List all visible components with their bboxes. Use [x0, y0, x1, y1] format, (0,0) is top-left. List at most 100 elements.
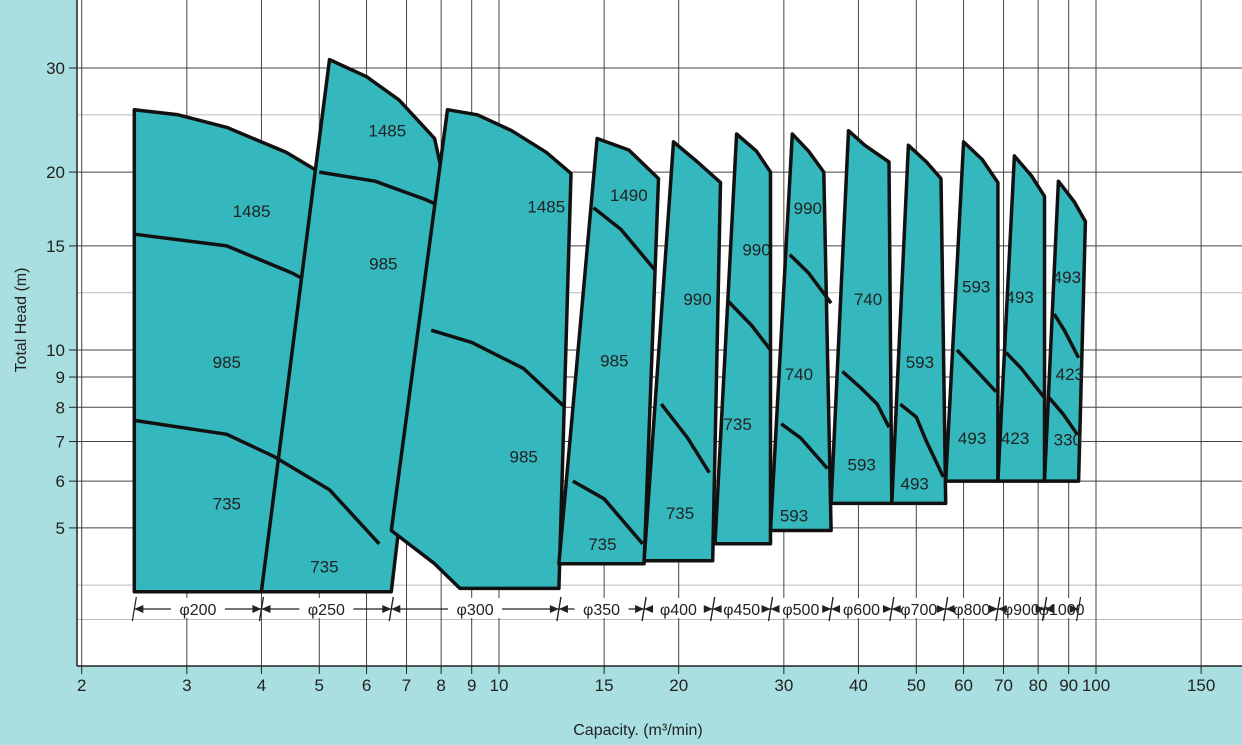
x-tick-label: 20: [669, 676, 688, 695]
x-tick-label: 5: [315, 676, 324, 695]
y-tick-label: 8: [56, 398, 65, 417]
span-label-bg: [299, 598, 354, 618]
span-arrow-right: [1035, 605, 1045, 613]
span-label-bg: [170, 598, 225, 618]
span-label: φ500: [782, 602, 819, 619]
rpm-label: 985: [600, 352, 628, 371]
speed-curve: [572, 479, 644, 545]
span-label-bg: [954, 598, 989, 618]
region-11: 493 423 330: [1042, 179, 1088, 483]
rpm-label: 985: [510, 448, 538, 467]
region-5: 990 735: [713, 132, 773, 546]
span-label-bg: [840, 598, 883, 618]
rpm-label: 990: [742, 240, 770, 259]
rpm-label: 735: [213, 494, 241, 513]
x-tick-label: 4: [257, 676, 266, 695]
rpm-label: 985: [369, 255, 397, 274]
region-area: [890, 143, 948, 506]
span-arrow-left: [997, 605, 1007, 613]
span-arrow-right: [382, 605, 392, 613]
span-separator: [131, 596, 137, 622]
region-area: [642, 140, 723, 563]
rpm-label: 735: [723, 415, 751, 434]
rpm-label: 593: [962, 278, 990, 297]
size-spans: φ200 φ250 φ300 φ350 φ400 φ450 φ500 φ600 φ700 φ800…: [131, 596, 1085, 622]
speed-curve: [592, 206, 656, 271]
span-8: φ700: [889, 596, 949, 622]
span-arrow-right: [761, 605, 771, 613]
x-tick-label: 40: [849, 676, 868, 695]
speed-curve: [659, 403, 711, 474]
span-label: φ1000: [1039, 602, 1085, 619]
x-tick-label: 60: [954, 676, 973, 695]
speed-curve: [319, 170, 442, 209]
x-tick-label: 70: [994, 676, 1013, 695]
region-8: 593 493: [890, 143, 948, 506]
speed-curve: [780, 422, 829, 470]
rpm-label: 423: [1056, 365, 1084, 384]
rpm-label: 985: [213, 353, 241, 372]
speed-curve: [273, 455, 381, 545]
region-area: [768, 132, 833, 533]
span-arrow-right: [936, 605, 946, 613]
span-separator: [258, 596, 265, 622]
y-tick-label: 30: [46, 59, 65, 78]
region-10: 493 423: [996, 154, 1047, 483]
x-tick-label: 7: [402, 676, 411, 695]
x-tick-label: 100: [1082, 676, 1110, 695]
rpm-label: 423: [1001, 429, 1029, 448]
rpm-label: 740: [785, 365, 813, 384]
rpm-label: 1490: [610, 186, 648, 205]
span-label-bg: [1006, 598, 1036, 618]
speed-curve: [726, 299, 772, 352]
region-1: 1485 985 735: [259, 57, 443, 594]
speed-curve: [1004, 351, 1046, 399]
rpm-label: 1485: [233, 202, 271, 221]
span-label-bg: [574, 598, 629, 618]
span-label: φ600: [843, 602, 880, 619]
y-tick-label: 20: [46, 163, 65, 182]
span-arrow-left: [261, 605, 271, 613]
span-label: φ350: [583, 602, 620, 619]
rpm-label: 735: [310, 558, 338, 577]
span-arrow-right: [252, 605, 262, 613]
rpm-label: 330: [1054, 431, 1082, 450]
region-2: 1485 985: [389, 107, 573, 591]
span-arrow-right: [703, 605, 713, 613]
span-arrow-left: [770, 605, 780, 613]
x-tick-label: 15: [595, 676, 614, 695]
span-arrow-right: [549, 605, 559, 613]
rpm-label: 493: [1053, 268, 1081, 287]
y-tick-label: 9: [56, 368, 65, 387]
span-separator: [388, 596, 394, 622]
rpm-label: 593: [848, 456, 876, 475]
y-tick-label: 10: [46, 341, 65, 360]
rpm-label: 1485: [368, 122, 406, 141]
x-tick-label: 3: [182, 676, 191, 695]
speed-curve: [955, 348, 998, 393]
rpm-label: 593: [906, 353, 934, 372]
speed-curve: [430, 328, 567, 409]
region-area: [713, 132, 773, 546]
x-tick-label: 50: [907, 676, 926, 695]
rpm-label: 735: [588, 535, 616, 554]
region-0: 1485 985 735: [132, 107, 381, 594]
span-separator: [1075, 596, 1082, 622]
y-tick-label: 15: [46, 237, 65, 256]
rpm-label: 493: [901, 474, 929, 493]
region-area: [943, 140, 1000, 483]
span-label: φ400: [660, 602, 697, 619]
span-separator: [1041, 596, 1048, 622]
span-arrow-left: [831, 605, 841, 613]
span-arrow-right: [635, 605, 645, 613]
span-arrow-left: [134, 605, 144, 613]
speed-curve: [841, 370, 891, 429]
y-tick-label: 7: [56, 433, 65, 452]
span-label-bg: [653, 598, 704, 618]
span-label: φ200: [179, 602, 216, 619]
y-axis-label: Total Head (m): [13, 268, 30, 373]
rpm-label: 493: [958, 429, 986, 448]
span-label: φ700: [900, 602, 937, 619]
span-label-bg: [721, 598, 762, 618]
